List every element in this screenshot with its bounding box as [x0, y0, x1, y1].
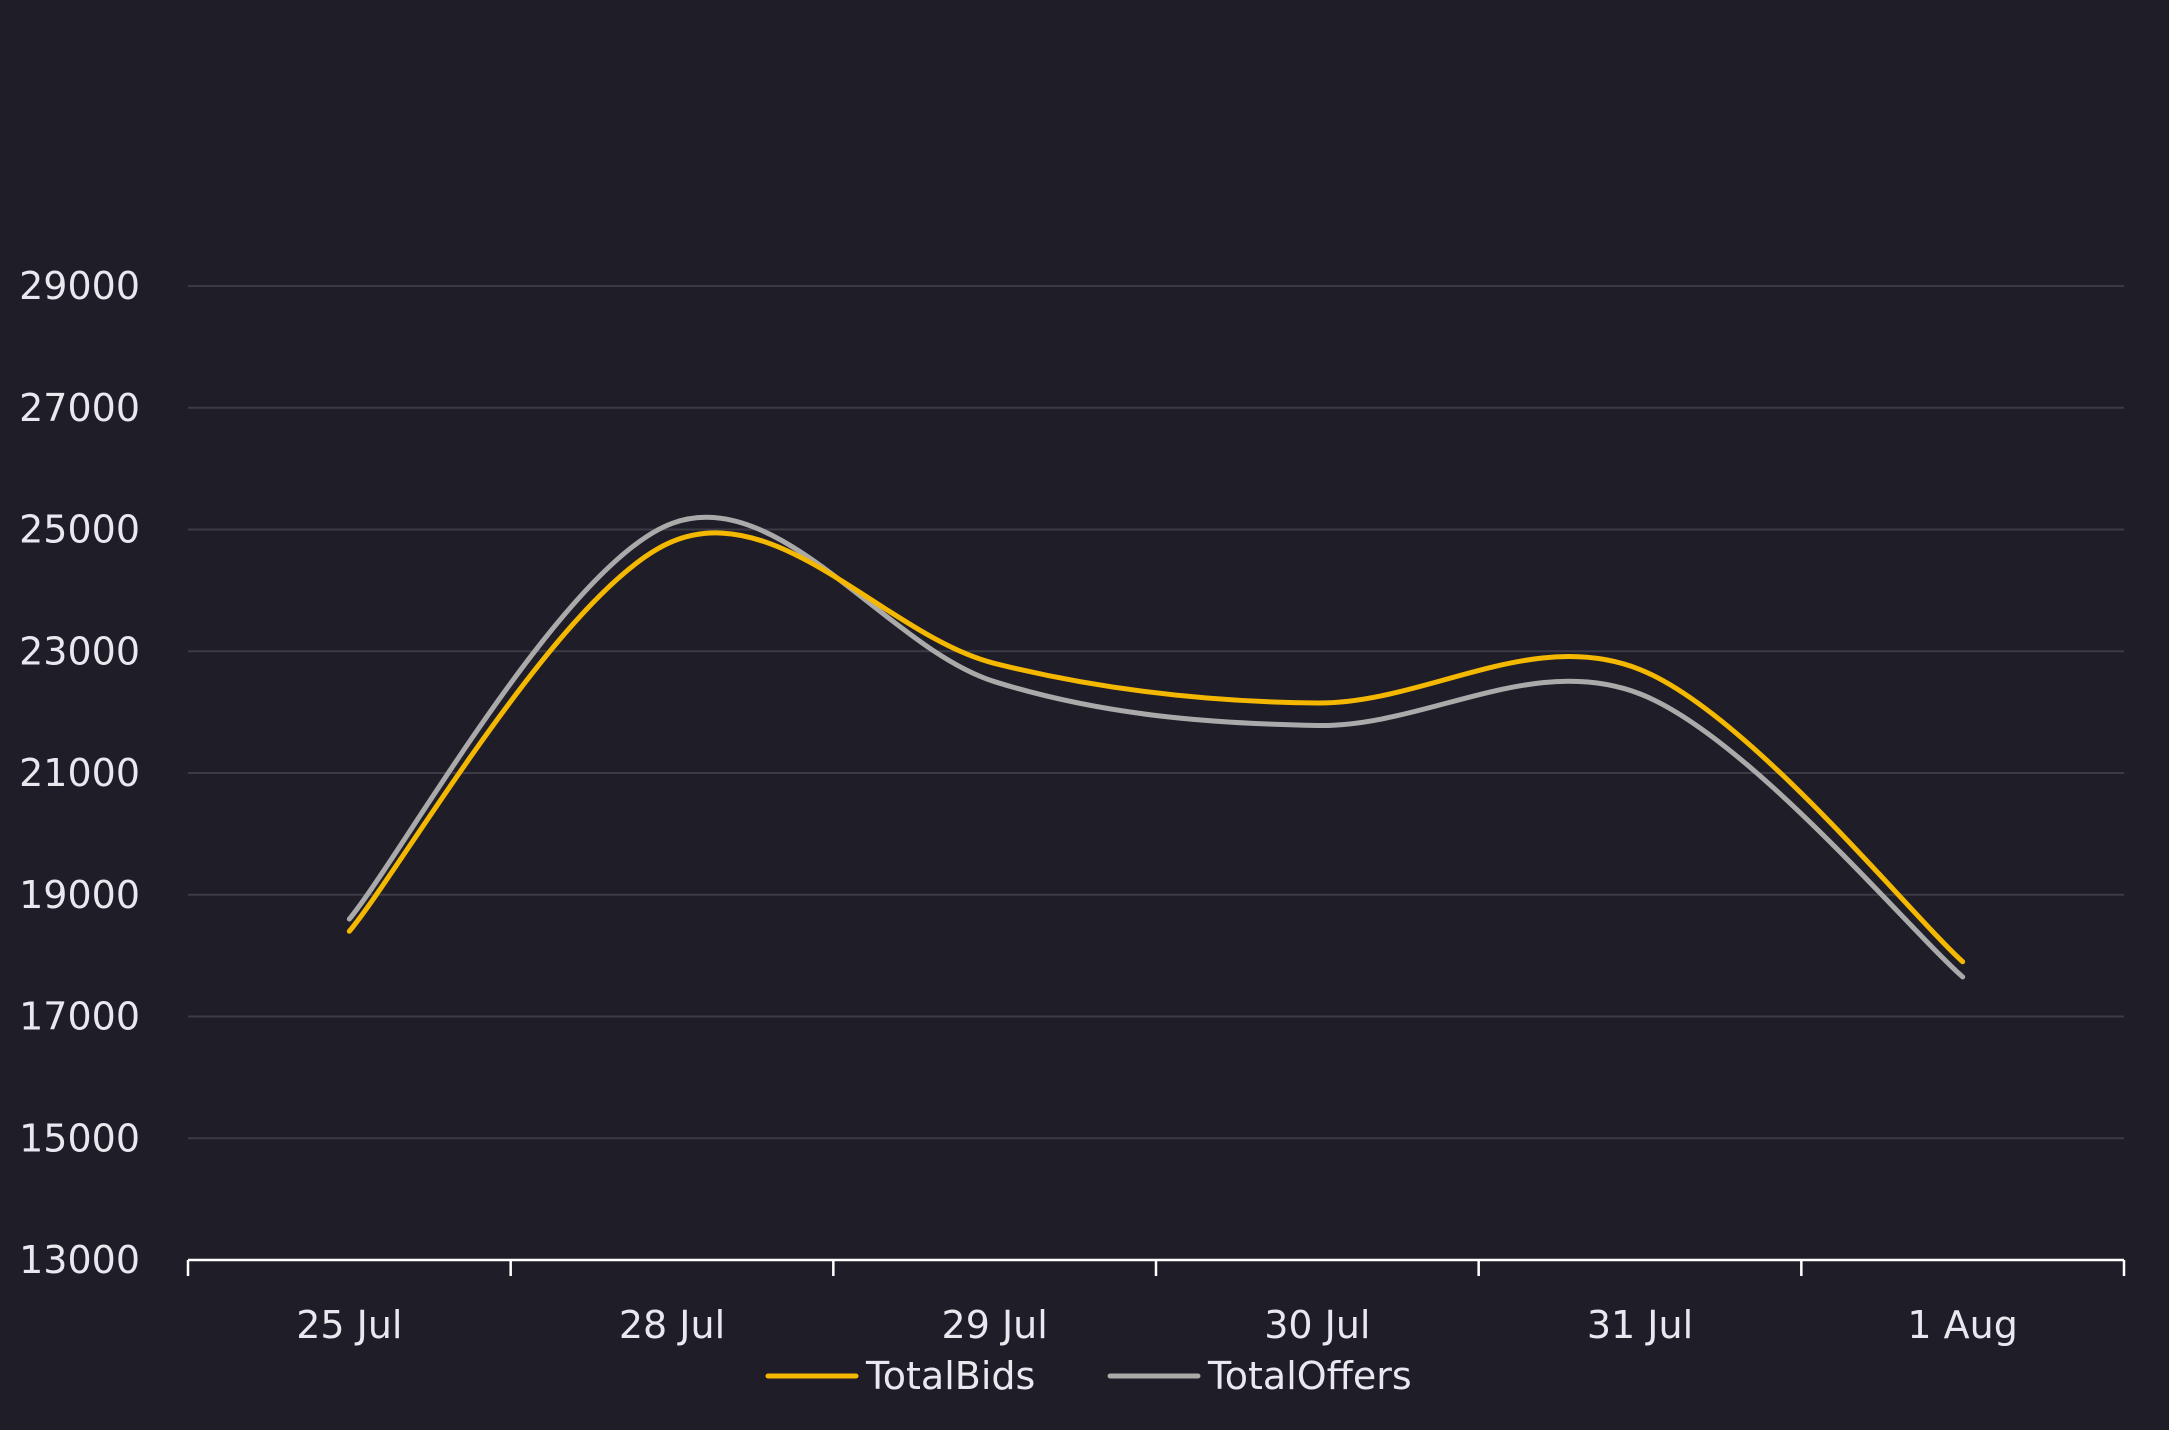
- series-line-totalbids: [346, 530, 1966, 965]
- y-tick-label: 15000: [19, 1116, 140, 1160]
- y-tick-label: 21000: [19, 751, 140, 795]
- y-axis: 13000 15000 17000 19000 21000 23000 25000 27000…: [19, 264, 140, 1282]
- legend-label: TotalBids: [865, 1354, 1035, 1398]
- x-tick-label: 29 Jul: [942, 1303, 1048, 1347]
- y-tick-label: 13000: [19, 1238, 140, 1282]
- y-tick-label: 19000: [19, 873, 140, 917]
- y-tick-label: 25000: [19, 508, 140, 552]
- y-tick-label: 29000: [19, 264, 140, 308]
- x-tick-label: 30 Jul: [1264, 1303, 1370, 1347]
- legend: TotalBids TotalOffers: [765, 1354, 1412, 1398]
- x-tick-label: 31 Jul: [1587, 1303, 1693, 1347]
- x-tick-label: 25 Jul: [296, 1303, 402, 1347]
- series-line-totaloffers: [346, 514, 1966, 980]
- y-tick-label: 17000: [19, 995, 140, 1039]
- grid-lines: [188, 285, 2124, 1140]
- x-tick-label: 28 Jul: [619, 1303, 725, 1347]
- x-tick-label: 1 Aug: [1907, 1303, 2017, 1347]
- legend-label: TotalOffers: [1207, 1354, 1412, 1398]
- y-tick-label: 23000: [19, 629, 140, 673]
- x-axis: 25 Jul 28 Jul 29 Jul 30 Jul 31 Jul 1 Aug: [186, 1258, 2126, 1347]
- y-tick-label: 27000: [19, 386, 140, 430]
- series-lines: [346, 514, 1966, 980]
